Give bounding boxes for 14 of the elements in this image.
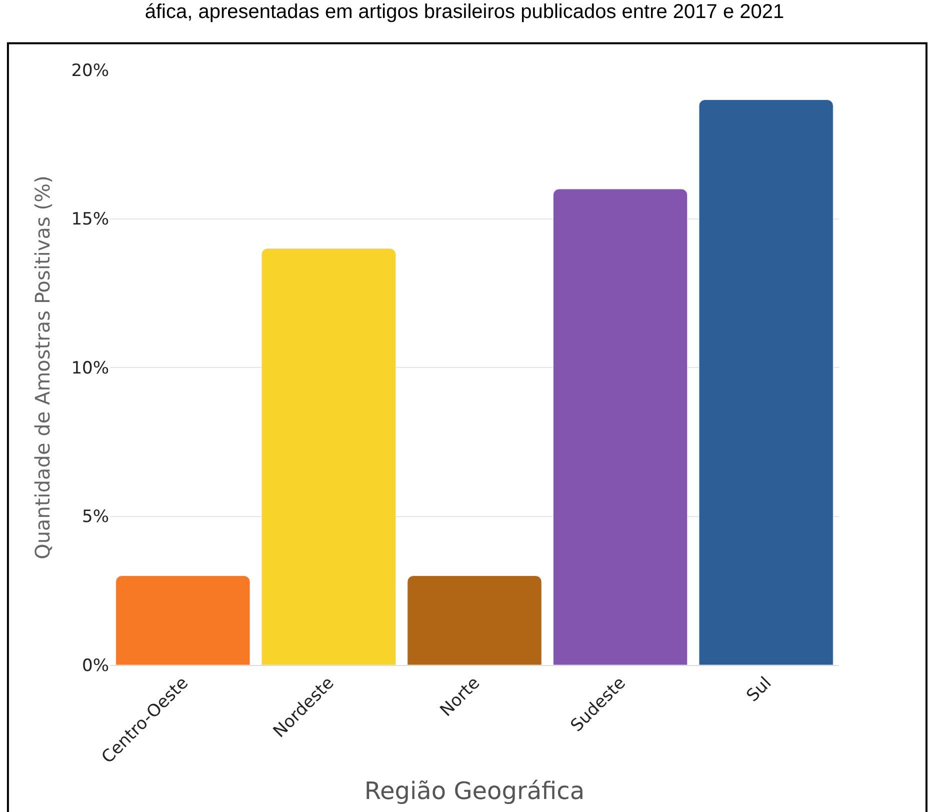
y-tick-label: 5% <box>82 507 109 528</box>
bar <box>407 576 542 665</box>
x-axis-title: Região Geográfica <box>364 777 585 806</box>
y-tick-label: 10% <box>71 358 109 378</box>
bar <box>116 576 250 665</box>
x-tick-label: Sul <box>742 673 776 706</box>
y-tick-label: 20% <box>71 60 109 81</box>
bar <box>698 100 834 665</box>
bar <box>552 188 688 665</box>
y-tick-label: 15% <box>71 210 109 230</box>
chart-title: áfica, apresentadas em artigos brasileiros publicados entre 2017 e 2021 <box>144 1 784 24</box>
y-tick-label: 0% <box>82 656 109 676</box>
bar <box>261 248 396 665</box>
y-axis-title: Quantidade de Amostras Positivas (%) <box>30 176 55 560</box>
